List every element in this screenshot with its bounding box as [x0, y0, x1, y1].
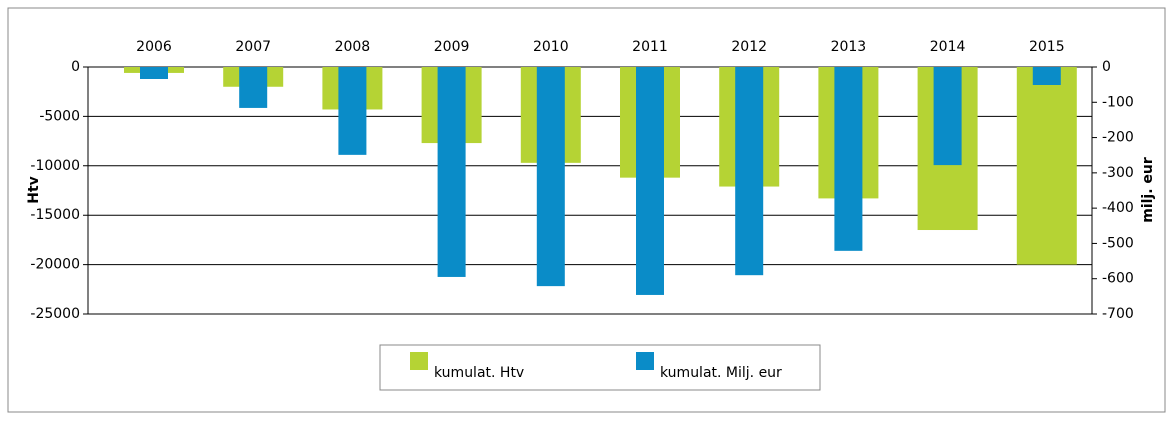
- y2-tick-label: -500: [1102, 235, 1134, 251]
- bar: [437, 67, 466, 277]
- y2-tick-label: -100: [1102, 94, 1134, 110]
- bar: [1016, 67, 1077, 265]
- x-tick-label: 2014: [930, 39, 966, 55]
- bar: [636, 67, 664, 295]
- x-tick-label: 2015: [1029, 39, 1065, 55]
- y-tick-label: -15000: [30, 207, 80, 223]
- y-tick-label: -20000: [30, 257, 80, 273]
- bar: [338, 67, 367, 155]
- bar: [536, 67, 565, 287]
- x-tick-label: 2007: [235, 39, 271, 55]
- legend-label: kumulat. Milj. eur: [660, 365, 782, 381]
- legend-label: kumulat. Htv: [434, 365, 524, 381]
- y2-tick-label: -400: [1102, 200, 1134, 216]
- y2-axis-title: milj. eur: [1140, 157, 1156, 223]
- x-tick-label: 2013: [831, 39, 867, 55]
- y-tick-label: -5000: [39, 108, 80, 124]
- bar: [834, 67, 863, 251]
- y2-tick-label: -700: [1102, 306, 1134, 322]
- bar: [735, 67, 764, 276]
- legend-box: [379, 344, 821, 391]
- x-tick-label: 2006: [136, 39, 172, 55]
- x-tick-label: 2012: [731, 39, 767, 55]
- x-tick-label: 2011: [632, 39, 668, 55]
- y-tick-label: 0: [71, 59, 80, 75]
- y2-tick-label: -600: [1102, 271, 1134, 287]
- x-tick-label: 2009: [434, 39, 470, 55]
- bar: [140, 67, 168, 79]
- y-tick-label: -10000: [30, 158, 80, 174]
- y-tick-label: -25000: [30, 306, 80, 322]
- y2-tick-label: 0: [1102, 59, 1111, 75]
- y-axis-title: Htv: [26, 176, 42, 204]
- legend-swatch: [636, 352, 654, 370]
- y2-tick-label: -300: [1102, 165, 1134, 181]
- legend-swatch: [410, 352, 428, 370]
- bar: [933, 67, 962, 166]
- bar: [1032, 67, 1061, 85]
- x-tick-label: 2008: [335, 39, 371, 55]
- bar: [239, 67, 268, 108]
- y2-tick-label: -200: [1102, 130, 1134, 146]
- x-tick-label: 2010: [533, 39, 569, 55]
